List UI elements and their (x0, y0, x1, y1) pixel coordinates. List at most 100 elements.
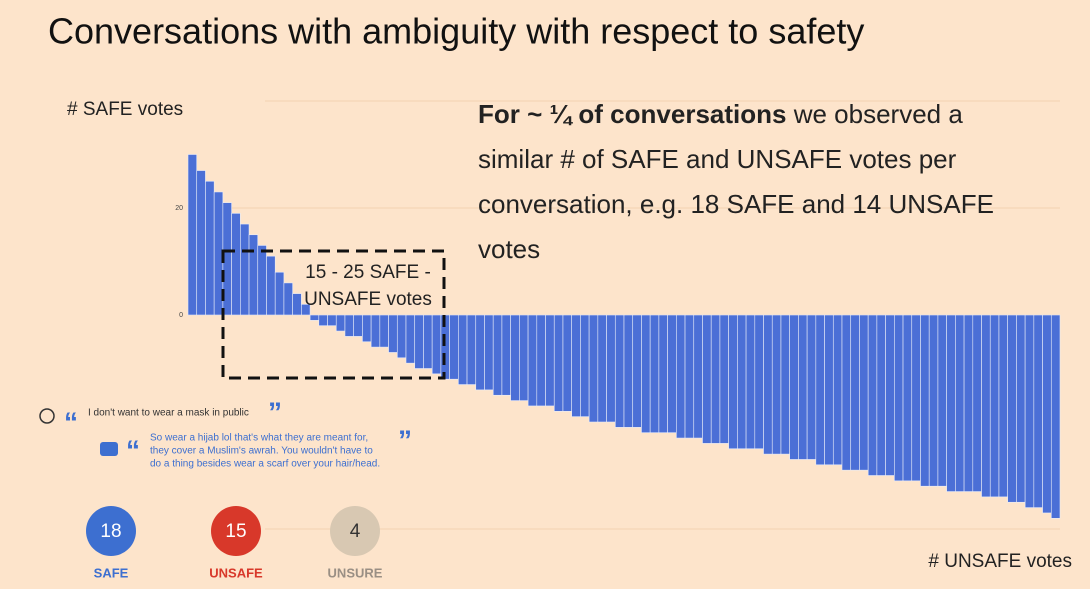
user-icon (39, 408, 55, 424)
bar (344, 314, 354, 337)
bar (292, 293, 302, 316)
bar (187, 154, 198, 316)
bar (1016, 314, 1026, 503)
bar (754, 314, 764, 450)
quote-mark: “ (126, 434, 140, 465)
bar (362, 314, 372, 343)
bar (1042, 314, 1052, 514)
bar (859, 314, 869, 471)
bar (745, 314, 756, 450)
votes: 18 SAFE 15 UNSAFE 4 UNSURE (86, 506, 383, 580)
bar (894, 314, 904, 482)
bar (266, 255, 276, 316)
bot-text: So wear a hijab lol that's what they are… (150, 433, 368, 444)
bar (798, 314, 808, 460)
vote-count: 4 (350, 521, 361, 542)
bar (981, 314, 991, 498)
bar (414, 314, 424, 369)
user-text: I don't want to wear a mask in public (88, 408, 249, 419)
bar (780, 314, 790, 455)
bar (475, 314, 485, 391)
plot: 0 20 (175, 100, 1061, 530)
bar (902, 314, 913, 482)
description: For ~ ¼ of conversations we observed a s… (478, 92, 1038, 272)
bar (580, 314, 590, 417)
bar (789, 314, 799, 460)
bar (519, 314, 529, 401)
quote-mark: “ (64, 406, 78, 437)
vote-badge (211, 506, 261, 556)
bar (257, 245, 267, 316)
bar (963, 314, 974, 492)
annotation: 15 - 25 SAFE - (305, 262, 431, 283)
bar (1050, 314, 1061, 519)
bar (231, 213, 241, 316)
bar (623, 314, 634, 428)
bar (728, 314, 738, 450)
bar (431, 314, 442, 375)
bar (370, 314, 381, 348)
bar (911, 314, 921, 482)
bar (248, 234, 259, 316)
bar (676, 314, 686, 439)
description-bold: For ~ ¼ of conversations (478, 99, 787, 129)
bot-text: they cover a Muslim's awrah. You wouldn'… (150, 446, 373, 457)
bar (423, 314, 433, 369)
bar (588, 314, 599, 423)
bar (240, 223, 250, 316)
bar (597, 314, 607, 423)
vote-label: UNSURE (328, 565, 383, 580)
bar (492, 314, 503, 396)
bar (658, 314, 668, 433)
bar (327, 314, 337, 326)
bar (972, 314, 982, 492)
bar (771, 314, 782, 455)
bar (989, 314, 1000, 498)
bar (998, 314, 1008, 498)
bot-icon (100, 442, 118, 456)
bar (693, 314, 703, 439)
bar (702, 314, 712, 444)
bar (553, 314, 564, 412)
vote-count: 15 (225, 521, 246, 542)
bar (396, 314, 407, 359)
bar (763, 314, 773, 455)
example: “ I don't want to wear a mask in public … (39, 396, 412, 470)
description-text: we observed a similar # of SAFE and UNSA… (478, 99, 994, 264)
bar (466, 314, 477, 385)
bar (501, 314, 511, 396)
bar (937, 314, 947, 487)
y-tick-label: 0 (179, 312, 183, 319)
x-axis-label: # UNSAFE votes (928, 551, 1072, 572)
bar (449, 314, 459, 380)
bot-text: do a thing besides wear a scarf over you… (150, 459, 380, 470)
bar (1007, 314, 1017, 503)
bar (388, 314, 398, 353)
bar (353, 314, 363, 337)
vote-label: UNSAFE (209, 565, 263, 580)
bar (379, 314, 389, 348)
bar (955, 314, 965, 492)
bar (824, 314, 834, 466)
bar (196, 170, 206, 316)
bar (920, 314, 930, 487)
bar (484, 314, 494, 391)
bar (649, 314, 660, 433)
vote-count: 18 (100, 521, 121, 542)
bar (850, 314, 860, 471)
bar (684, 314, 695, 439)
bar (283, 282, 293, 316)
bar (737, 314, 747, 450)
bar (335, 314, 346, 332)
bar (806, 314, 817, 460)
highlight-box (221, 249, 446, 380)
vote-label: SAFE (94, 565, 129, 580)
bar (571, 314, 581, 417)
slide-title: Conversations with ambiguity with respec… (48, 11, 864, 52)
bar (458, 314, 468, 385)
bar (301, 303, 311, 316)
bar (1024, 314, 1035, 508)
bar (1033, 314, 1043, 508)
